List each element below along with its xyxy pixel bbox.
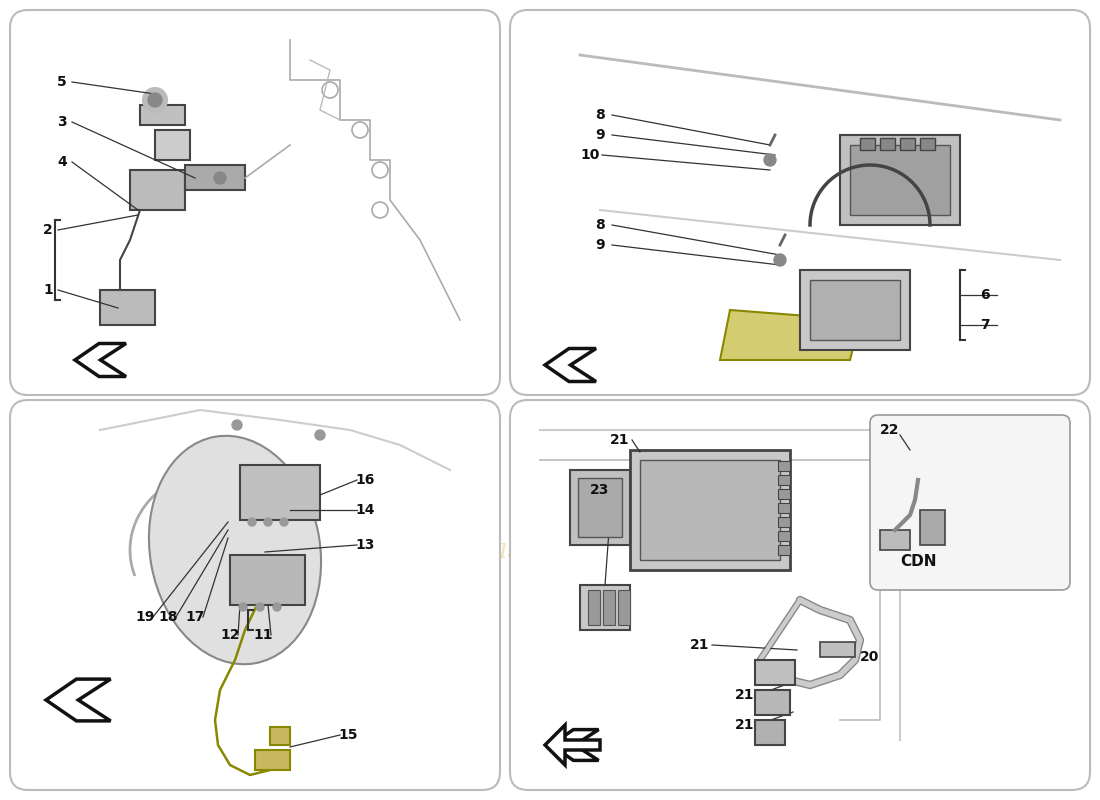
Bar xyxy=(778,461,790,471)
Text: 16: 16 xyxy=(355,473,375,487)
Bar xyxy=(920,138,935,150)
Bar xyxy=(185,165,245,190)
Bar xyxy=(618,590,630,625)
Text: 8: 8 xyxy=(595,218,605,232)
Circle shape xyxy=(764,154,776,166)
Text: 8: 8 xyxy=(595,108,605,122)
Bar xyxy=(810,280,900,340)
Bar xyxy=(240,465,320,520)
Bar xyxy=(820,642,855,657)
Text: 1: 1 xyxy=(43,283,53,297)
Bar xyxy=(755,720,785,745)
Circle shape xyxy=(315,430,324,440)
Bar xyxy=(578,478,621,537)
Bar xyxy=(860,138,875,150)
Text: 14: 14 xyxy=(355,503,375,517)
Text: 3: 3 xyxy=(57,115,67,129)
Polygon shape xyxy=(720,310,860,360)
Bar xyxy=(603,590,615,625)
Text: 10: 10 xyxy=(581,148,600,162)
Text: 21: 21 xyxy=(735,718,755,732)
Bar xyxy=(588,590,600,625)
Text: 4: 4 xyxy=(57,155,67,169)
Bar xyxy=(640,460,780,560)
Bar xyxy=(580,585,630,630)
Polygon shape xyxy=(551,730,598,760)
FancyBboxPatch shape xyxy=(10,400,500,790)
Bar xyxy=(778,531,790,541)
Text: 21: 21 xyxy=(691,638,710,652)
Text: 11: 11 xyxy=(253,628,273,642)
FancyBboxPatch shape xyxy=(510,400,1090,790)
Bar xyxy=(230,555,305,605)
Bar xyxy=(900,138,915,150)
FancyBboxPatch shape xyxy=(510,10,1090,395)
Bar xyxy=(755,660,795,685)
Bar xyxy=(880,530,910,550)
Circle shape xyxy=(214,172,225,184)
Circle shape xyxy=(264,518,272,526)
Text: 15: 15 xyxy=(339,728,358,742)
Bar xyxy=(778,475,790,485)
Bar xyxy=(155,130,190,160)
Circle shape xyxy=(280,518,288,526)
FancyBboxPatch shape xyxy=(10,10,500,395)
Bar xyxy=(270,727,290,745)
Bar xyxy=(800,270,910,350)
Text: 21: 21 xyxy=(610,433,629,447)
Circle shape xyxy=(774,254,786,266)
Bar xyxy=(880,138,895,150)
Circle shape xyxy=(232,420,242,430)
Ellipse shape xyxy=(148,436,321,664)
Text: a passion for...: a passion for... xyxy=(208,191,352,209)
Bar xyxy=(920,510,945,545)
Circle shape xyxy=(143,88,167,112)
Text: 13: 13 xyxy=(355,538,375,552)
FancyBboxPatch shape xyxy=(870,415,1070,590)
Text: 9: 9 xyxy=(595,238,605,252)
Text: 5: 5 xyxy=(57,75,67,89)
Bar xyxy=(778,489,790,499)
Text: 23: 23 xyxy=(591,483,609,497)
Text: 22: 22 xyxy=(880,423,900,437)
Polygon shape xyxy=(540,415,870,750)
Bar xyxy=(130,170,185,210)
Polygon shape xyxy=(544,349,596,382)
Bar xyxy=(840,135,960,225)
Text: 17: 17 xyxy=(185,610,205,624)
Bar xyxy=(100,290,155,325)
Text: 21: 21 xyxy=(735,688,755,702)
Text: 2: 2 xyxy=(43,223,53,237)
Bar xyxy=(140,105,185,125)
Bar xyxy=(255,750,290,770)
Text: 12: 12 xyxy=(220,628,240,642)
Text: 9: 9 xyxy=(595,128,605,142)
Text: CDN: CDN xyxy=(900,554,936,570)
Polygon shape xyxy=(46,679,111,721)
Bar xyxy=(755,690,790,715)
Text: 7: 7 xyxy=(980,318,990,332)
Circle shape xyxy=(248,518,256,526)
Text: 6: 6 xyxy=(980,288,990,302)
Bar xyxy=(778,517,790,527)
Text: a passion for...: a passion for... xyxy=(448,537,652,563)
Text: 19: 19 xyxy=(135,610,155,624)
Bar xyxy=(630,450,790,570)
Bar xyxy=(778,545,790,555)
Polygon shape xyxy=(544,725,600,765)
Bar xyxy=(570,470,630,545)
Circle shape xyxy=(239,603,248,611)
Bar xyxy=(850,145,950,215)
Circle shape xyxy=(256,603,264,611)
Polygon shape xyxy=(75,343,127,377)
Circle shape xyxy=(273,603,280,611)
Bar xyxy=(778,503,790,513)
Text: 20: 20 xyxy=(860,650,879,664)
Circle shape xyxy=(148,93,162,107)
Text: 18: 18 xyxy=(158,610,178,624)
